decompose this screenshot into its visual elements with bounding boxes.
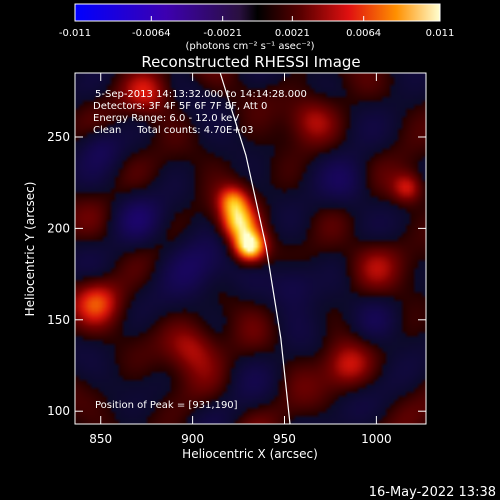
colorbar-tick-label: 0.0064 — [346, 28, 381, 39]
x-tick-label: 900 — [181, 432, 204, 446]
y-tick-label: 250 — [47, 130, 70, 144]
y-tick-label: 200 — [47, 221, 70, 235]
colorbar-tick-label: -0.0064 — [132, 28, 171, 39]
annotation-energy: Energy Range: 6.0 - 12.0 keV — [93, 113, 239, 124]
x-tick-label: 950 — [273, 432, 296, 446]
heatmap-image — [75, 73, 426, 424]
chart-title: Reconstructed RHESSI Image — [141, 53, 360, 71]
x-axis-label: Heliocentric X (arcsec) — [182, 447, 318, 461]
colorbar-ticks: -0.011 -0.0064 -0.0021 0.0021 0.0064 0.011 — [59, 16, 454, 39]
footer-timestamp: 16-May-2022 13:38 — [369, 485, 496, 500]
y-tick-label: 150 — [47, 313, 70, 327]
colorbar-tick-label: 0.011 — [426, 28, 455, 39]
colorbar — [74, 3, 441, 22]
x-tick-label: 850 — [89, 432, 112, 446]
plot-frame — [74, 72, 427, 425]
y-axis-label: Heliocentric Y (arcsec) — [23, 182, 37, 317]
x-tick-label: 1000 — [361, 432, 392, 446]
peak-label: Position of Peak = [931,190] — [95, 400, 238, 411]
annotation-time: 5-Sep-2013 14:13:32.000 to 14:14:28.000 — [95, 89, 307, 100]
solar-limb-line — [219, 73, 291, 424]
colorbar-unit: (photons cm⁻² s⁻¹ asec⁻²) — [185, 41, 314, 52]
y-axis-ticks: 100 150 200 250 — [47, 130, 426, 418]
annotation-detectors: Detectors: 3F 4F 5F 6F 7F 8F, Att 0 — [93, 101, 267, 112]
colorbar-tick-label: -0.011 — [59, 28, 91, 39]
colorbar-tick-label: -0.0021 — [203, 28, 242, 39]
annotation-counts: Clean Total counts: 4.70E+03 — [93, 125, 253, 136]
y-tick-label: 100 — [47, 404, 70, 418]
colorbar-tick-label: 0.0021 — [275, 28, 310, 39]
x-axis-ticks: 850 900 950 1000 — [89, 73, 392, 446]
